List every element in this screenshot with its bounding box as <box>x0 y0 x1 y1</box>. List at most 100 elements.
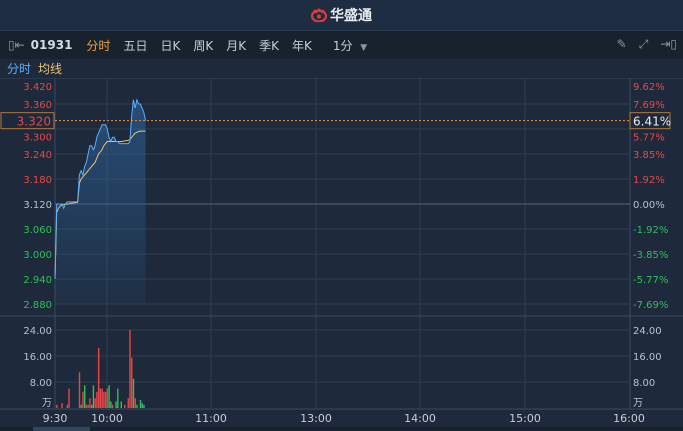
volume-bar <box>124 404 126 408</box>
volume-bar <box>111 404 114 408</box>
pencil-icon[interactable]: ✎ <box>616 37 627 51</box>
price-tick-label: 3.360 <box>23 100 52 111</box>
volume-unit-right: 万 <box>633 398 643 409</box>
pct-tick-label: -3.85% <box>633 250 668 261</box>
price-tick-label: 3.180 <box>23 175 52 186</box>
volume-bar <box>131 357 133 408</box>
tab-day-k[interactable]: 日K <box>160 38 181 53</box>
volume-bar <box>115 401 117 408</box>
bottom-tab[interactable] <box>33 427 90 431</box>
volume-bar <box>92 385 95 408</box>
tab-month-k[interactable]: 月K <box>226 38 247 53</box>
volume-bar <box>66 404 68 408</box>
stock-code: 01931 <box>30 38 73 52</box>
pct-tick-label: -1.92% <box>633 225 668 236</box>
volume-bar <box>129 330 131 408</box>
price-tick-label: 3.420 <box>23 82 52 93</box>
brand: 华盛通 <box>311 5 372 25</box>
fullscreen-icon[interactable]: ⤢ <box>638 37 649 51</box>
price-tick-label: 2.940 <box>23 275 52 286</box>
pct-tick-label: -5.77% <box>633 275 668 286</box>
legend-price: 分时 <box>7 62 32 76</box>
expand-right-icon[interactable]: ⇥▯ <box>660 37 677 51</box>
volume-tick-label-right: 24.00 <box>633 326 662 337</box>
tab-five-day[interactable]: 五日 <box>123 38 148 53</box>
time-tick-label: 9:30 <box>43 412 68 425</box>
volume-bar <box>117 388 119 408</box>
volume-bar <box>84 385 86 408</box>
pct-tick-label: 1.92% <box>633 175 665 186</box>
time-tick-label: 11:00 <box>195 412 227 425</box>
chevron-down-icon: ▼ <box>360 42 368 53</box>
interval-value: 1分 <box>332 38 353 53</box>
volume-tick-label-right: 8.00 <box>633 378 655 389</box>
volume-bar <box>97 347 100 408</box>
volume-bar <box>99 388 102 408</box>
current-pct-label: 6.41% <box>633 115 671 129</box>
price-tick-label: 3.240 <box>23 150 52 161</box>
volume-bar <box>82 391 84 408</box>
price-tick-label: 3.000 <box>23 250 52 261</box>
volume-bar <box>94 398 96 408</box>
volume-bar <box>136 404 138 408</box>
volume-bar <box>141 403 143 408</box>
volume-bar <box>85 404 88 408</box>
volume-tick-label: 24.00 <box>23 326 52 337</box>
volume-bar <box>120 401 122 408</box>
price-area <box>55 99 146 304</box>
toolbar-tools: ✎ ⤢ ⇥▯ <box>617 37 677 52</box>
time-tick-label: 13:00 <box>300 412 332 425</box>
volume-tick-label: 8.00 <box>30 378 52 389</box>
price-tick-label: 3.120 <box>23 200 52 211</box>
volume-bar <box>106 388 109 408</box>
volume-tick-label-right: 16.00 <box>633 352 662 363</box>
pct-tick-label: 0.00% <box>633 200 665 211</box>
volume-bar <box>87 404 89 408</box>
volume-bar <box>61 403 63 408</box>
price-tick-label: 3.060 <box>23 225 52 236</box>
legend-avg: 均线 <box>38 62 63 76</box>
volume-bar <box>89 398 91 408</box>
volume-bar <box>110 401 112 408</box>
volume-bar <box>90 404 93 408</box>
volume-bar <box>143 404 145 408</box>
volume-bar <box>139 399 142 408</box>
tab-intraday[interactable]: 分时 <box>86 38 111 53</box>
volume-bar <box>104 391 107 408</box>
tab-quarter-k[interactable]: 季K <box>259 38 279 53</box>
volume-bar <box>103 391 105 408</box>
tab-week-k[interactable]: 周K <box>193 38 214 53</box>
volume-bar <box>96 391 98 408</box>
chart-toolbar: ▯⇤ 01931 分时 五日 日K 周K 月K 季K 年K 1分 ▼ ✎ ⤢ ⇥… <box>0 30 683 60</box>
intraday-chart[interactable]: 3.420 9.62% 3.360 7.69% 3.300 5.77% 3.240 3.85%… <box>0 78 683 427</box>
volume-bar <box>108 385 110 408</box>
pct-tick-label: 5.77% <box>633 133 665 144</box>
bottom-tabs <box>0 427 683 431</box>
app-header: 华盛通 <box>0 0 683 30</box>
price-tick-label: 2.880 <box>23 300 52 311</box>
time-tick-label: 15:00 <box>509 412 541 425</box>
price-tick-label: 3.300 <box>23 133 52 144</box>
volume-bar <box>68 388 70 408</box>
volume-tick-label: 16.00 <box>23 352 52 363</box>
interval-dropdown[interactable]: 1分 ▼ <box>333 37 367 54</box>
huasheng-logo-icon <box>311 8 327 22</box>
brand-name: 华盛通 <box>330 8 372 24</box>
chart-legend: 分时 均线 <box>0 59 683 79</box>
pct-tick-label: 7.69% <box>633 100 665 111</box>
current-price-box <box>0 112 55 130</box>
time-tick-label: 16:00 <box>613 412 645 425</box>
time-tick-label: 10:00 <box>91 412 123 425</box>
pct-tick-label: 3.85% <box>633 150 665 161</box>
volume-bar <box>127 398 129 408</box>
current-price-label: 3.320 <box>17 115 51 129</box>
volume-bar <box>80 404 82 408</box>
volume-bar <box>78 372 81 408</box>
current-pct-box <box>629 112 671 130</box>
tab-year-k[interactable]: 年K <box>291 38 312 53</box>
volume-unit: 万 <box>42 398 52 409</box>
time-tick-label: 14:00 <box>404 412 436 425</box>
collapse-left-icon[interactable]: ▯⇤ <box>8 38 25 52</box>
pct-tick-label: 9.62% <box>633 82 665 93</box>
volume-bar <box>101 388 103 408</box>
